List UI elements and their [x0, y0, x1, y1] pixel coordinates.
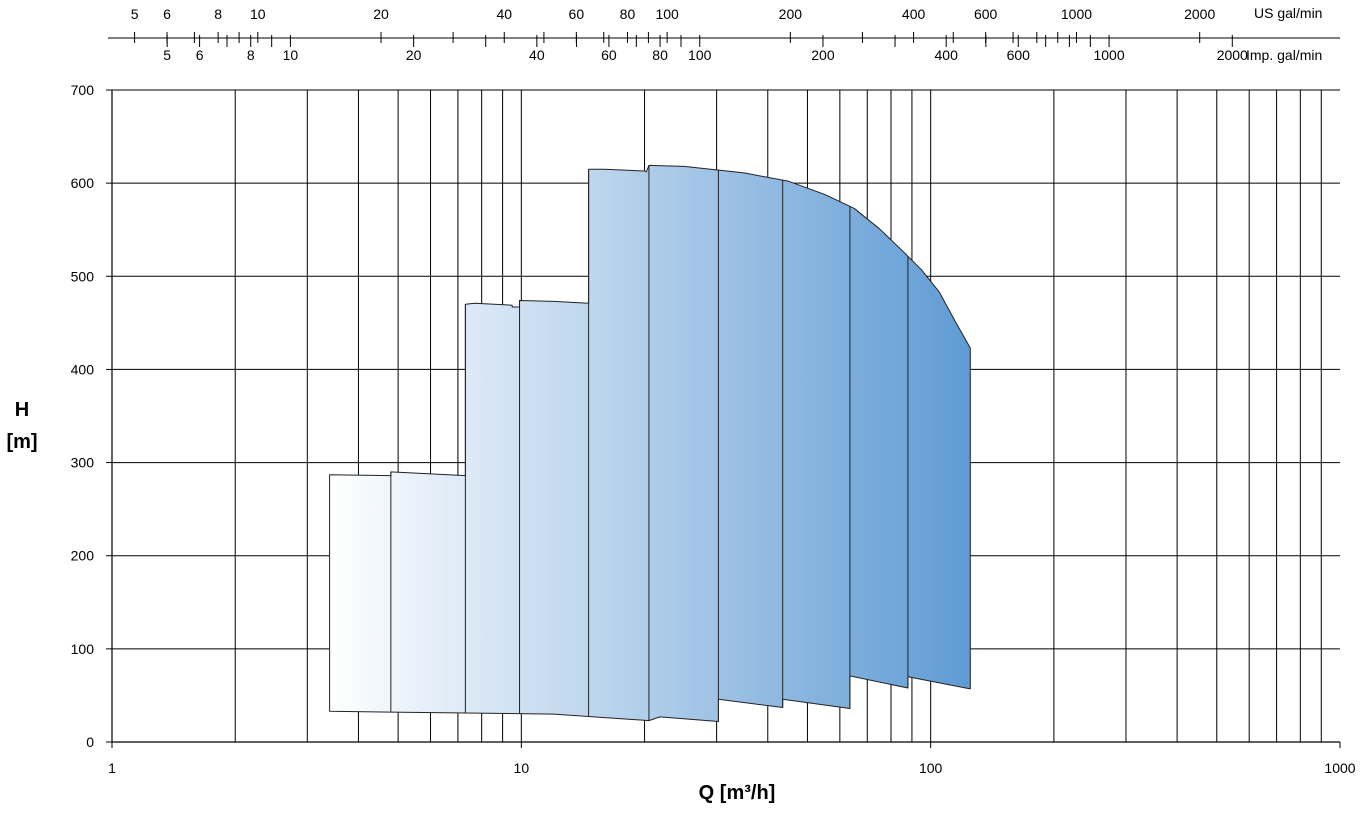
x-axis-title: Q [m³/h] [699, 782, 776, 804]
imp-gal-tick-label: 200 [811, 47, 835, 63]
imp-gal-tick-label: 80 [652, 47, 668, 63]
us-gal-tick-label: 100 [655, 6, 679, 22]
imp-gal-tick-label: 10 [283, 47, 299, 63]
y-axis-title-unit: [m] [6, 431, 37, 453]
imp-gal-unit-label: Imp. gal/min [1246, 47, 1322, 63]
us-gal-tick-label: 200 [779, 6, 803, 22]
us-gal-unit-label: US gal/min [1254, 5, 1322, 21]
y-axis-title-h: H [15, 399, 29, 421]
y-tick-label: 0 [86, 734, 94, 750]
y-tick-label: 600 [71, 175, 95, 191]
imp-gal-tick-label: 20 [406, 47, 422, 63]
imp-gal-tick-label: 100 [688, 47, 712, 63]
imp-gal-tick-label: 400 [935, 47, 959, 63]
y-tick-label: 700 [71, 82, 95, 98]
us-gal-tick-label: 8 [214, 6, 222, 22]
us-gal-tick-label: 400 [902, 6, 926, 22]
us-gal-tick-label: 10 [250, 6, 266, 22]
imp-gal-tick-label: 40 [529, 47, 545, 63]
y-tick-label: 200 [71, 548, 95, 564]
y-tick-label: 100 [71, 641, 95, 657]
y-tick-label: 500 [71, 268, 95, 284]
imp-gal-tick-label: 1000 [1093, 47, 1124, 63]
tick-label-layer: 1 10 100 1000 0 100 200 300 400 500 600 700 [71, 82, 1356, 776]
us-gal-axis: 5 6 8 10 20 40 60 80 100 200 400 600 1000 2000 [108, 6, 1340, 43]
imp-gal-tick-label: 60 [601, 47, 617, 63]
performance-range-layer [329, 164, 971, 722]
y-tick-label: 400 [71, 361, 95, 377]
imp-gal-axis: 5 6 8 10 20 40 60 80 100 200 400 600 1000 2000 [108, 35, 1340, 63]
x-tick-label: 100 [919, 760, 943, 776]
imp-gal-tick-label: 6 [196, 47, 204, 63]
imp-gal-tick-label: 8 [247, 47, 255, 63]
us-gal-tick-label: 6 [163, 6, 171, 22]
imp-gal-tick-label: 5 [163, 47, 171, 63]
us-gal-tick-label: 60 [569, 6, 585, 22]
imp-gal-tick-label: 2000 [1217, 47, 1248, 63]
us-gal-tick-label: 600 [974, 6, 998, 22]
us-gal-tick-label: 2000 [1184, 6, 1215, 22]
imp-gal-tick-label: 600 [1007, 47, 1031, 63]
us-gal-tick-label: 40 [496, 6, 512, 22]
performance-range-area [329, 164, 971, 722]
x-tick-label: 1 [108, 760, 116, 776]
x-tick-label: 1000 [1324, 760, 1355, 776]
us-gal-tick-label: 5 [131, 6, 139, 22]
us-gal-tick-label: 20 [373, 6, 389, 22]
us-gal-tick-label: 1000 [1061, 6, 1092, 22]
plot-frame-layer [111, 90, 1340, 743]
y-tick-label: 300 [71, 455, 95, 471]
us-gal-tick-label: 80 [620, 6, 636, 22]
x-tick-label: 10 [514, 760, 530, 776]
